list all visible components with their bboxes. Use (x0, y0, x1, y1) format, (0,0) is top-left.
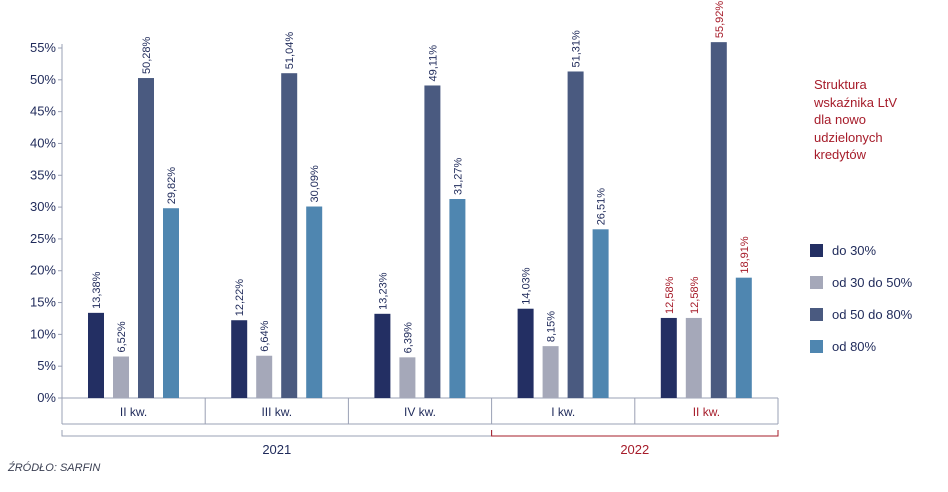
legend-item-do-30: do 30% (810, 242, 912, 258)
data-label: 18,91% (739, 236, 751, 274)
data-label: 49,11% (427, 45, 439, 82)
bar (685, 317, 702, 398)
chart-title-line: dla nowo (814, 112, 867, 127)
bar (517, 308, 534, 398)
y-tick-label: 0% (37, 390, 56, 405)
data-label: 31,27% (452, 157, 464, 195)
y-tick-label: 25% (30, 231, 56, 246)
data-label: 6,64% (259, 320, 271, 351)
bar (138, 78, 154, 398)
data-label: 13,38% (91, 271, 103, 309)
bar (592, 229, 609, 398)
data-label: 12,58% (689, 276, 701, 314)
y-tick-label: 40% (30, 135, 56, 150)
bar (735, 277, 752, 398)
legend-label: do 30% (832, 242, 877, 258)
data-label: 30,09% (309, 165, 321, 203)
legend-swatch (810, 339, 823, 353)
legend-item-od-50-do-80: od 50 do 80% (810, 306, 912, 322)
year-bracket (61, 430, 493, 437)
bar (399, 357, 416, 398)
legend-label: od 80% (832, 338, 877, 354)
legend-swatch (810, 275, 823, 289)
y-tick-label: 15% (30, 295, 56, 310)
bar (163, 208, 179, 398)
data-label: 6,39% (402, 322, 414, 353)
data-label: 51,31% (571, 30, 583, 68)
category-label: II kw. (120, 405, 147, 419)
bar (306, 206, 323, 398)
bar (424, 85, 441, 399)
data-label: 51,04% (284, 32, 296, 70)
year-bracket (491, 430, 779, 437)
y-tick-label: 20% (30, 263, 56, 278)
chart-title: Struktura wskaźnika LtV dla nowo udzielo… (814, 76, 934, 164)
y-tick-label: 30% (30, 199, 56, 214)
bar (256, 355, 273, 398)
data-label: 13,23% (377, 272, 389, 310)
legend-label: od 50 do 80% (832, 306, 913, 322)
bar (113, 356, 129, 398)
data-label: 29,82% (166, 167, 178, 205)
data-label: 14,03% (521, 267, 533, 305)
data-label: 12,22% (234, 279, 246, 317)
data-label: 8,15% (546, 311, 558, 342)
chart-title-line: wskaźnika LtV (814, 94, 898, 110)
chart-title-line: Struktura (814, 77, 867, 92)
legend-swatch (810, 307, 823, 321)
y-tick-label: 5% (37, 358, 56, 373)
category-label: II kw. (693, 405, 720, 419)
bar (567, 71, 584, 399)
data-label: 26,51% (596, 188, 608, 226)
category-label: III kw. (261, 405, 292, 419)
legend: do 30% od 30 do 50% od 50 do 80% od 80% (810, 242, 912, 370)
category-label: I kw. (551, 405, 575, 419)
y-tick-label: 50% (30, 72, 56, 87)
chart-title-line: udzielonych (814, 129, 883, 145)
legend-label: od 30 do 50% (832, 274, 913, 290)
year-label: 2021 (262, 442, 291, 457)
y-tick-label: 35% (30, 167, 56, 182)
source-note: ŹRÓDŁO: SARFIN (8, 462, 101, 474)
data-label: 50,28% (141, 37, 153, 75)
bar (88, 312, 104, 398)
data-label: 55,92% (714, 1, 726, 39)
legend-item-od-30-do-50: od 30 do 50% (810, 274, 912, 290)
bar (231, 320, 248, 398)
y-tick-label: 45% (30, 104, 56, 119)
y-tick-label: 10% (30, 326, 56, 341)
data-label: 12,58% (664, 276, 676, 314)
bar (449, 199, 466, 398)
bar (542, 346, 559, 398)
year-label: 2022 (620, 442, 649, 457)
legend-swatch (810, 243, 823, 257)
y-tick-label: 55% (30, 40, 56, 55)
bar (374, 313, 391, 398)
bar (660, 317, 677, 398)
category-label: IV kw. (404, 405, 436, 419)
bar (710, 42, 727, 399)
legend-item-od-80: od 80% (810, 338, 912, 354)
chart-title-line: kredytów (814, 147, 867, 162)
data-label: 6,52% (116, 321, 128, 352)
bar (281, 73, 298, 398)
